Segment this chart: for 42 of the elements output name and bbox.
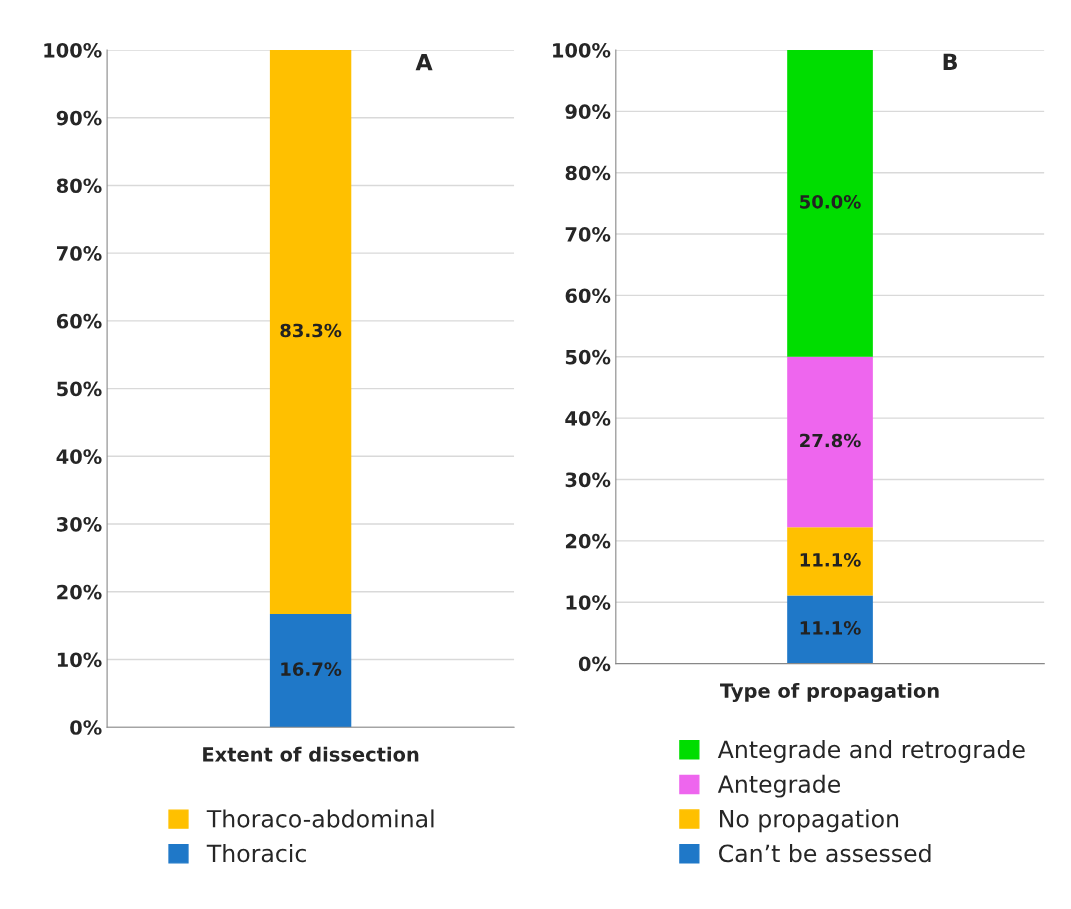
y-tick-label: 10% [57, 652, 102, 668]
legend-label: Antegrade and retrograde [717, 740, 1025, 763]
y-tick-label: 90% [56, 110, 102, 126]
y-tick-label: 50% [57, 381, 102, 397]
bar [787, 595, 873, 664]
data-label: 83.3% [280, 323, 342, 338]
x-tick-label: Type of propagation [720, 683, 939, 702]
y-tick-label: 40% [56, 449, 102, 464]
y-tick-label: 10% [566, 595, 611, 610]
y-tick-label: 30% [57, 516, 102, 532]
y-tick-label: 0% [70, 720, 102, 735]
legend-label: Can’t be assessed [719, 844, 931, 863]
y-tick-label: 60% [56, 313, 102, 329]
data-label: 11.1% [800, 621, 861, 635]
data-label: 16.7% [281, 662, 342, 676]
y-tick-label: 30% [565, 472, 611, 488]
data-label: 27.8% [800, 433, 861, 448]
y-tick-label: 80% [565, 165, 611, 181]
y-tick-label: 70% [565, 227, 611, 242]
chart-title: B [943, 53, 957, 70]
y-tick-label: 80% [56, 178, 102, 194]
y-tick-label: 100% [553, 42, 611, 58]
bar [787, 50, 873, 357]
text: A [415, 54, 433, 71]
x-tick-label: Extent of dissection [203, 746, 419, 762]
y-tick-label: 20% [57, 584, 102, 600]
y-tick-label: 90% [565, 104, 611, 120]
legend-label: Thoracic [206, 844, 306, 863]
data-label: 11.1% [800, 552, 861, 567]
data-label: 50.0% [800, 194, 861, 209]
legend-label: Antegrade [717, 774, 841, 798]
bar [787, 356, 873, 528]
y-tick-label: 0% [578, 656, 611, 672]
legend-label: No propagation [720, 809, 899, 833]
y-tick-label: 50% [565, 349, 611, 365]
y-tick-label: 40% [565, 411, 611, 426]
y-tick-label: 70% [57, 246, 102, 261]
legend-label: Thoraco-abdominal [206, 809, 434, 828]
y-tick-label: 20% [565, 533, 611, 549]
y-tick-label: 100% [44, 42, 102, 58]
bar [787, 527, 873, 596]
y-tick-label: 60% [565, 288, 611, 304]
